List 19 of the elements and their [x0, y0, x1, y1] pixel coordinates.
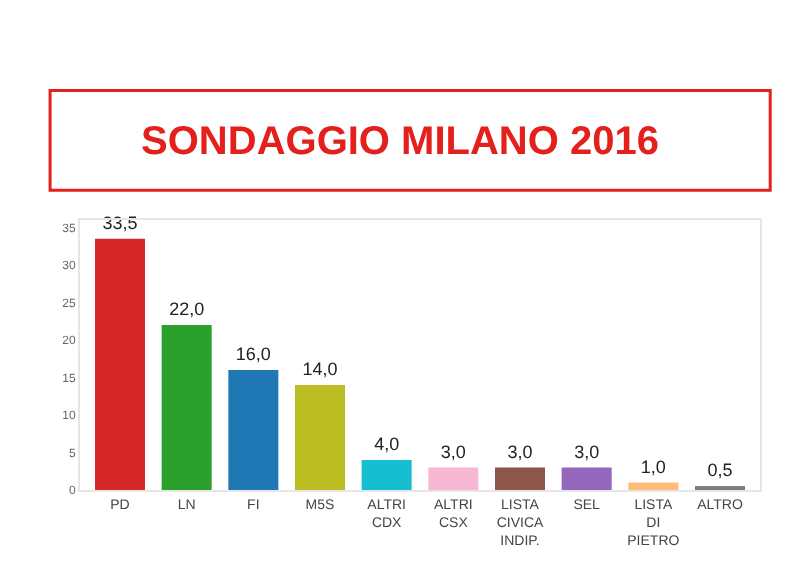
data-label: 4,0	[374, 434, 400, 454]
bar	[228, 370, 279, 490]
bar	[95, 238, 145, 490]
bar	[428, 467, 479, 490]
bar	[628, 482, 679, 490]
bar	[295, 385, 345, 490]
data-label: 3,0	[507, 441, 533, 462]
data-label: 0,5	[707, 460, 733, 480]
data-label: 22,0	[169, 299, 205, 319]
chart-title: SONDAGGIO MILANO 2016	[141, 120, 659, 164]
data-label: 3,0	[440, 441, 466, 462]
bar	[361, 460, 412, 490]
data-label: 16,0	[235, 344, 271, 364]
bar	[161, 325, 212, 490]
bar	[561, 467, 612, 490]
data-label: 14,0	[302, 359, 338, 379]
bar	[495, 467, 545, 490]
data-label: 1,0	[640, 456, 666, 477]
data-label: 3,0	[574, 441, 600, 462]
